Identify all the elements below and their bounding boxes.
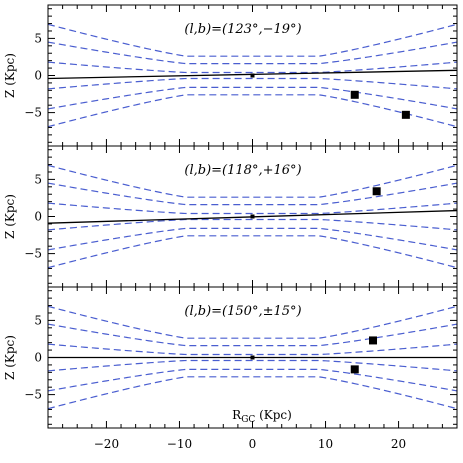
disk-contour-upper-2: [48, 41, 457, 65]
disk-contour-upper-3: [48, 164, 457, 198]
disk-contour-lower-1: [48, 77, 457, 90]
x-tick-labels: −20 −10 0 10 20: [94, 437, 406, 451]
data-point-2: [350, 365, 359, 374]
y-axis-label: Z (Kpc): [3, 335, 17, 380]
disk-contour-lower-1: [48, 359, 457, 372]
sun-marker: [250, 355, 255, 360]
disk-contour-lower-3: [48, 235, 457, 269]
data-point-2: [401, 110, 410, 119]
panel-annotation: (l,b)=(123°,−19°): [184, 22, 301, 37]
disk-contour-lower-3: [48, 94, 457, 128]
panel-content: [48, 23, 457, 128]
data-point-1: [372, 187, 381, 196]
disk-contour-upper-1: [48, 202, 457, 215]
y-tick-label: 5: [34, 172, 42, 186]
y-tick-label: 0: [34, 210, 42, 224]
disk-contour-lower-2: [48, 227, 457, 251]
disk-contour-upper-3: [48, 23, 457, 57]
x-tick-label: 10: [318, 437, 333, 451]
panel-1: −5 0 5 Z (Kpc) (l,b)=(123°,−19°): [3, 4, 458, 147]
disk-contour-upper-1: [48, 61, 457, 74]
x-tick-label: −10: [167, 437, 192, 451]
panels-layer: −5 0 5 Z (Kpc) (l,b)=(123°,−19°) −5 0 5 Z (Kpc) (…: [3, 4, 458, 429]
sun-marker: [250, 73, 255, 78]
y-tick-label: 5: [34, 31, 42, 45]
x-tick-label: −20: [94, 437, 119, 451]
disk-contour-upper-3: [48, 305, 457, 339]
disk-contour-upper-2: [48, 182, 457, 206]
y-axis-label: Z (Kpc): [3, 53, 17, 98]
y-axis-label: Z (Kpc): [3, 194, 17, 239]
disk-contour-lower-3: [48, 376, 457, 410]
x-axis-label: RGC (Kpc): [232, 408, 292, 425]
panel-2: −5 0 5 Z (Kpc) (l,b)=(118°,+16°): [3, 145, 458, 288]
x-tick-label: 20: [391, 437, 406, 451]
panel-annotation: (l,b)=(150°,±15°): [184, 304, 301, 319]
x-tick-label: 0: [249, 437, 257, 451]
disk-contour-lower-1: [48, 218, 457, 231]
sun-marker: [250, 214, 255, 219]
y-tick-label: 5: [34, 313, 42, 327]
y-tick-label: −5: [24, 106, 42, 120]
y-tick-label: −5: [24, 388, 42, 402]
panel-3: −5 0 5 Z (Kpc) (l,b)=(150°,±15°): [3, 286, 458, 429]
disk-contour-upper-1: [48, 343, 457, 356]
panel-annotation: (l,b)=(118°,+16°): [184, 163, 301, 178]
panel-content: [48, 164, 457, 269]
y-tick-label: 0: [34, 69, 42, 83]
data-point-1: [369, 336, 378, 345]
y-tick-label: −5: [24, 247, 42, 261]
panel-content: [48, 305, 457, 410]
data-point-1: [350, 90, 359, 99]
disk-contour-lower-2: [48, 368, 457, 392]
y-tick-label: 0: [34, 351, 42, 365]
disk-contour-upper-2: [48, 323, 457, 347]
disk-contour-lower-2: [48, 86, 457, 110]
